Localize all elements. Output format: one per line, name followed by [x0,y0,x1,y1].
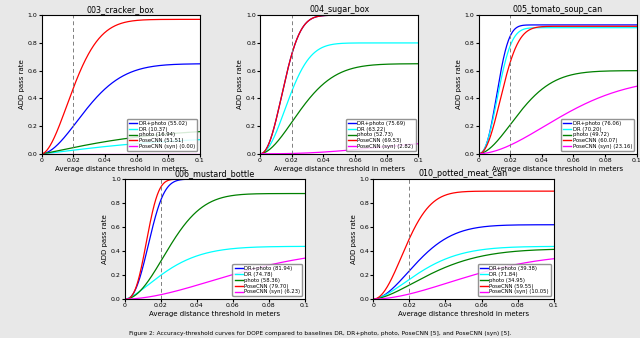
Y-axis label: ADD pass rate: ADD pass rate [237,59,243,110]
X-axis label: Average distance threshold in meters: Average distance threshold in meters [398,311,529,317]
Legend: DR+photo (75.69), DR (63.22), photo (52.73), PoseCNN (69.53), PoseCNN (syn) (2.8: DR+photo (75.69), DR (63.22), photo (52.… [346,119,416,151]
X-axis label: Average distance threshold in meters: Average distance threshold in meters [149,311,280,317]
X-axis label: Average distance threshold in meters: Average distance threshold in meters [492,166,623,172]
Legend: DR+photo (39.38), DR (71.84), photo (34.95), PoseCNN (59.55), PoseCNN (syn) (10.: DR+photo (39.38), DR (71.84), photo (34.… [477,264,551,296]
Y-axis label: ADD pass rate: ADD pass rate [456,59,461,110]
X-axis label: Average distance threshold in meters: Average distance threshold in meters [274,166,404,172]
Y-axis label: ADD pass rate: ADD pass rate [102,214,108,264]
Legend: DR+photo (76.06), DR (70.20), photo (49.72), PoseCNN (60.07), PoseCNN (syn) (23.: DR+photo (76.06), DR (70.20), photo (49.… [561,119,634,151]
Title: 005_tomato_soup_can: 005_tomato_soup_can [513,5,603,15]
Legend: DR+photo (81.94), DR (74.78), photo (58.36), PoseCNN (79.70), PoseCNN (syn) (6.2: DR+photo (81.94), DR (74.78), photo (58.… [232,264,302,296]
Title: 003_cracker_box: 003_cracker_box [87,5,155,15]
Y-axis label: ADD pass rate: ADD pass rate [351,214,356,264]
Legend: DR+photo (55.02), DR (10.37), photo (16.94), PoseCNN (51.51), PoseCNN (syn) (0.0: DR+photo (55.02), DR (10.37), photo (16.… [127,119,197,151]
Title: 010_potted_meat_can: 010_potted_meat_can [419,169,508,178]
Title: 006_mustard_bottle: 006_mustard_bottle [175,169,255,178]
Y-axis label: ADD pass rate: ADD pass rate [19,59,25,110]
X-axis label: Average distance threshold in meters: Average distance threshold in meters [55,166,186,172]
Text: Figure 2: Accuracy-threshold curves for DOPE compared to baselines DR, DR+photo,: Figure 2: Accuracy-threshold curves for … [129,331,511,336]
Title: 004_sugar_box: 004_sugar_box [309,5,369,15]
